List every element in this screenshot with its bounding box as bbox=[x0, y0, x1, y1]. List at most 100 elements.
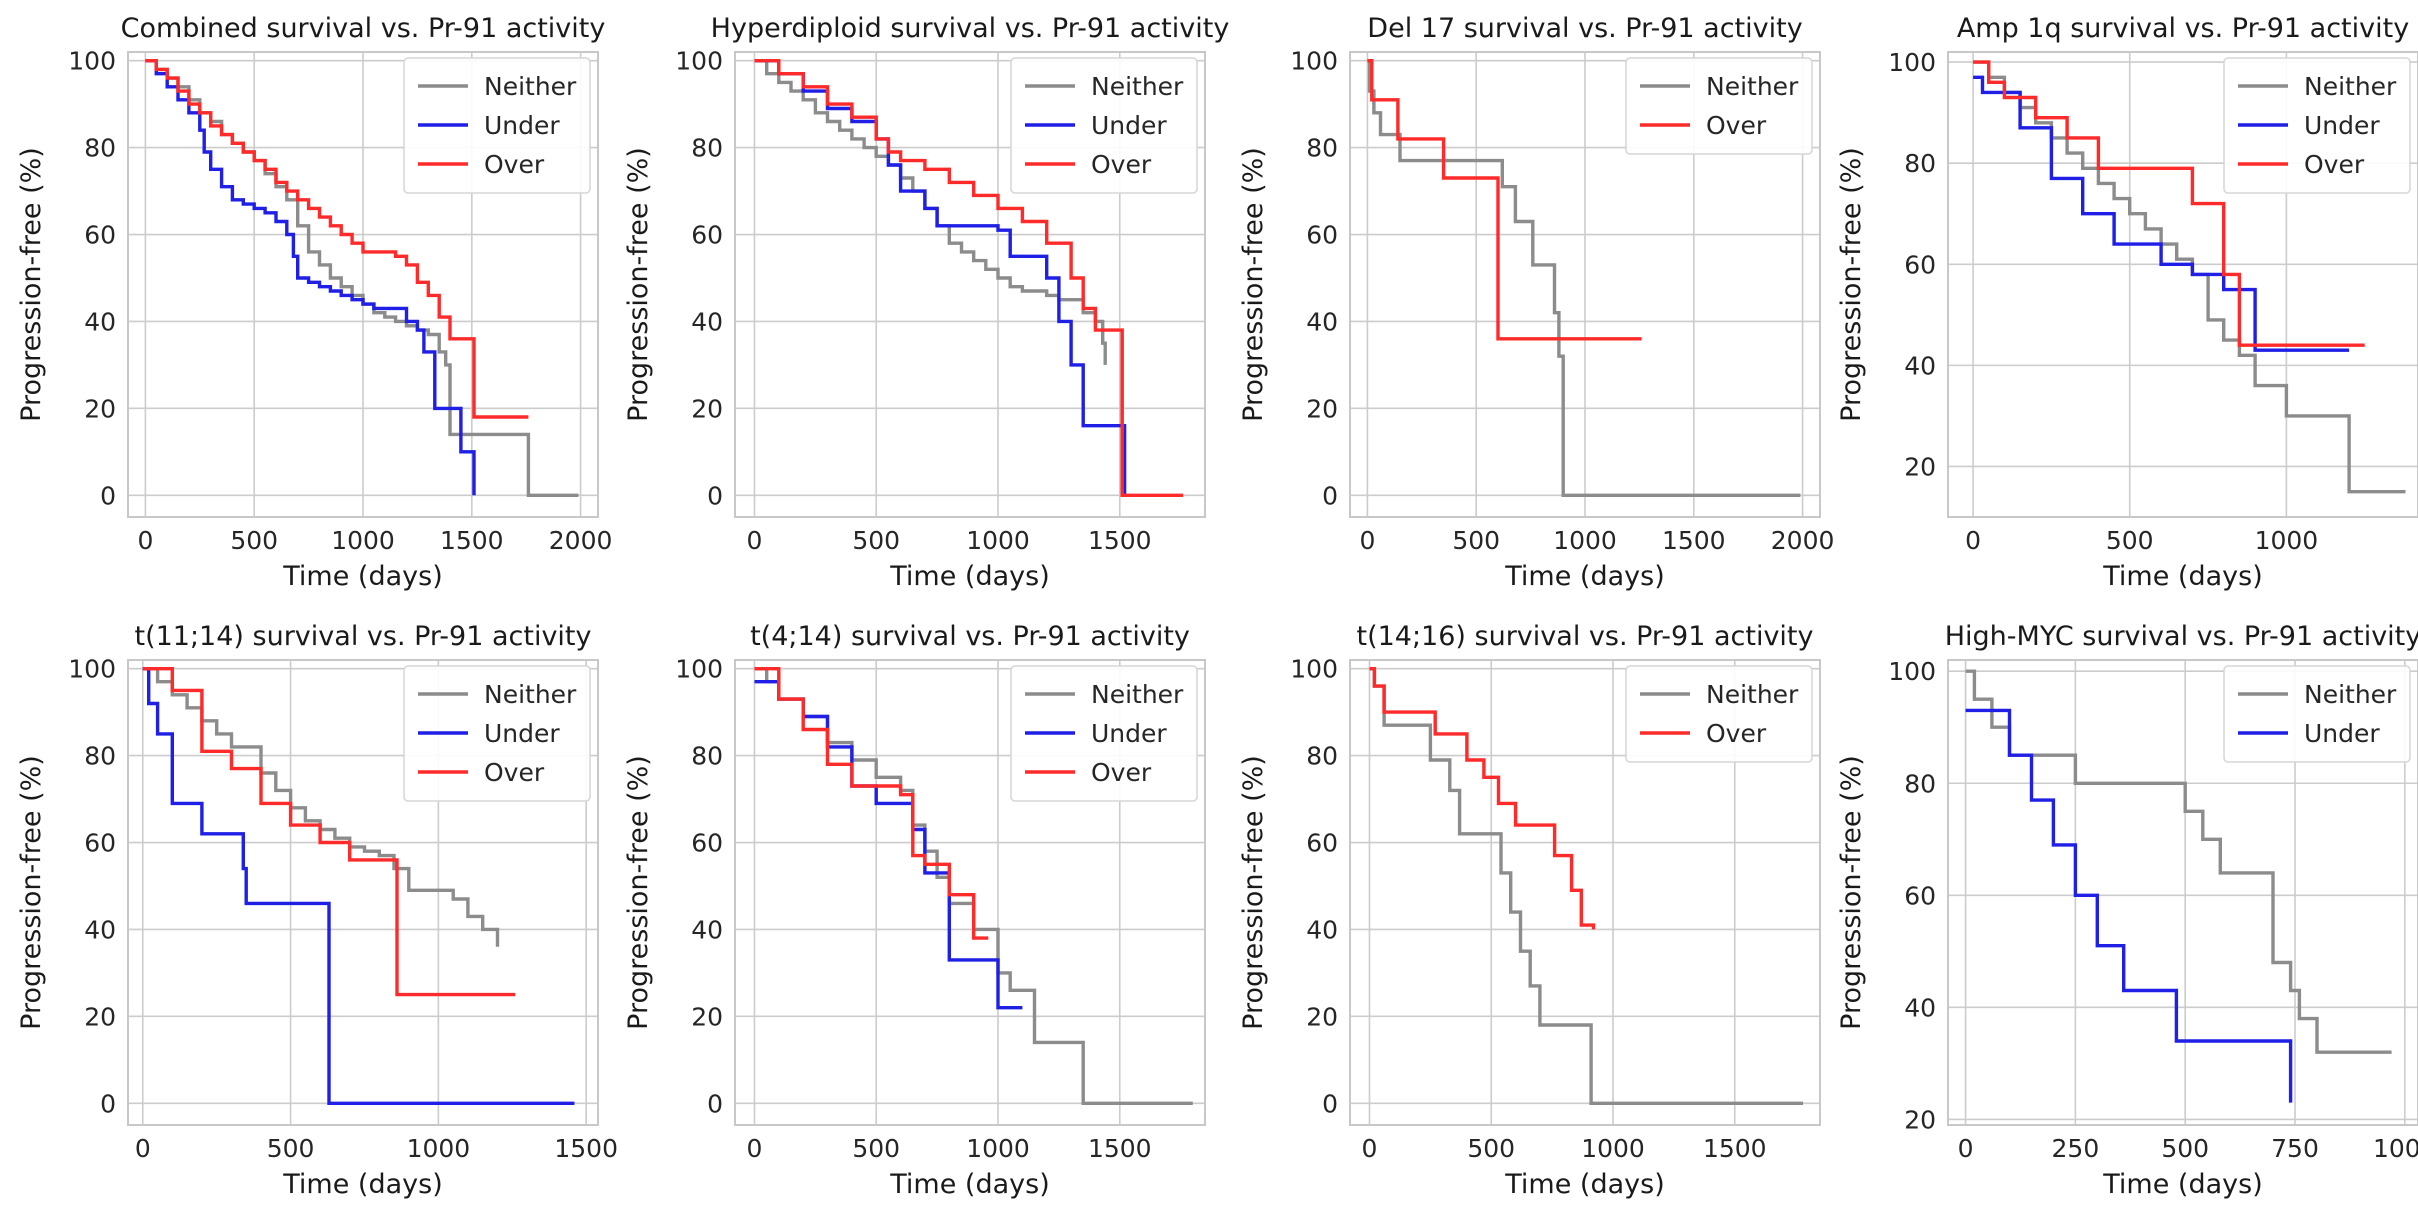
legend-box bbox=[1010, 665, 1198, 802]
plot-frame bbox=[1349, 51, 1821, 518]
y-tick-label: 80 bbox=[1306, 742, 1338, 771]
legend-label-over: Over bbox=[1091, 150, 1152, 179]
x-tick-label: 0 bbox=[137, 526, 153, 555]
chart-amp1q: 0 500 1000 20 40 60 80 100 Amp 1q survival vs. P… bbox=[1836, 13, 2418, 592]
y-tick-label: 20 bbox=[691, 1002, 723, 1031]
x-tick-label: 0 bbox=[135, 1134, 151, 1163]
y-tick-label: 100 bbox=[1290, 655, 1338, 684]
y-tick-label: 80 bbox=[691, 742, 723, 771]
x-tick-label: 1000 bbox=[1553, 526, 1617, 555]
y-tick-label: 40 bbox=[84, 307, 116, 336]
y-tick-label: 80 bbox=[1904, 769, 1936, 798]
legend-label-under: Under bbox=[484, 111, 560, 140]
series-line-over bbox=[754, 59, 1184, 497]
x-tick-label: 1000 bbox=[1581, 1134, 1645, 1163]
y-tick-label: 20 bbox=[1306, 1002, 1338, 1031]
y-tick-label: 60 bbox=[84, 221, 116, 250]
chart-title: Del 17 survival vs. Pr-91 activity bbox=[1367, 13, 1802, 44]
x-axis-label: Time (days) bbox=[889, 561, 1049, 592]
legend-label-over: Over bbox=[1706, 719, 1767, 748]
chart-title: t(4;14) survival vs. Pr-91 activity bbox=[750, 621, 1190, 652]
x-axis-label: Time (days) bbox=[2102, 561, 2262, 592]
legend-label-over: Over bbox=[484, 150, 545, 179]
y-tick-label: 20 bbox=[84, 394, 116, 423]
legend-label-neither: Neither bbox=[2304, 72, 2397, 101]
chart-title: Combined survival vs. Pr-91 activity bbox=[121, 13, 606, 44]
x-tick-label: 0 bbox=[747, 1134, 763, 1163]
y-tick-label: 100 bbox=[68, 47, 116, 76]
legend-label-neither: Neither bbox=[1091, 680, 1184, 709]
x-tick-label: 0 bbox=[1362, 1134, 1378, 1163]
plot-frame bbox=[1947, 51, 2418, 518]
series-line-over bbox=[142, 667, 516, 997]
plot-frame bbox=[1349, 659, 1821, 1126]
legend-label-over: Over bbox=[2304, 150, 2365, 179]
legend-label-over: Over bbox=[1706, 111, 1767, 140]
x-axis-label: Time (days) bbox=[1504, 561, 1664, 592]
legend-label-neither: Neither bbox=[2304, 680, 2397, 709]
legend-box bbox=[403, 665, 591, 802]
chart-hyperdiploid: 0 500 1000 1500 0 20 40 60 80 100 Hyperdiploid sur… bbox=[623, 13, 1229, 592]
x-tick-label: 1000 bbox=[331, 526, 395, 555]
y-tick-label: 0 bbox=[100, 481, 116, 510]
series-line-neither bbox=[1965, 669, 2392, 1054]
y-tick-label: 40 bbox=[1904, 993, 1936, 1022]
y-tick-label: 100 bbox=[675, 655, 723, 684]
y-axis-label: Progression-free (%) bbox=[623, 755, 654, 1030]
y-tick-label: 100 bbox=[1888, 657, 1936, 686]
legend-box bbox=[2223, 57, 2411, 194]
legend-label-under: Under bbox=[1091, 719, 1167, 748]
y-tick-label: 80 bbox=[1904, 149, 1936, 178]
x-tick-label: 2000 bbox=[549, 526, 613, 555]
y-tick-label: 40 bbox=[1306, 915, 1338, 944]
x-tick-label: 500 bbox=[852, 526, 900, 555]
x-tick-label: 500 bbox=[230, 526, 278, 555]
x-tick-label: 1500 bbox=[1088, 526, 1152, 555]
y-tick-label: 20 bbox=[1306, 394, 1338, 423]
legend-label-neither: Neither bbox=[1706, 72, 1799, 101]
legend-label-under: Under bbox=[484, 719, 560, 748]
y-tick-label: 20 bbox=[1904, 1105, 1936, 1134]
series-line-under bbox=[1965, 708, 2293, 1103]
y-axis-label: Progression-free (%) bbox=[1238, 147, 1269, 422]
series-line-neither bbox=[1367, 59, 1801, 497]
x-axis-label: Time (days) bbox=[1504, 1169, 1664, 1200]
chart-high-myc: 0 250 500 750 1000 20 40 60 80 100 High-MYC surviv… bbox=[1836, 621, 2418, 1200]
legend-box bbox=[1625, 665, 1813, 763]
x-tick-label: 500 bbox=[2161, 1134, 2209, 1163]
series-line-under bbox=[145, 59, 476, 496]
x-tick-label: 0 bbox=[1958, 1134, 1974, 1163]
series-line-under bbox=[142, 667, 575, 1105]
x-tick-label: 1000 bbox=[2373, 1134, 2418, 1163]
series-line-over bbox=[1367, 59, 1642, 341]
x-tick-label: 750 bbox=[2271, 1134, 2319, 1163]
y-tick-label: 60 bbox=[84, 829, 116, 858]
plot-frame bbox=[127, 659, 599, 1126]
plot-frame bbox=[1947, 659, 2418, 1126]
y-tick-label: 60 bbox=[1306, 829, 1338, 858]
plot-frame bbox=[127, 51, 599, 518]
legend-box bbox=[2223, 665, 2411, 763]
x-tick-label: 500 bbox=[2106, 526, 2154, 555]
x-tick-label: 1000 bbox=[966, 526, 1030, 555]
y-tick-label: 40 bbox=[691, 307, 723, 336]
x-tick-label: 0 bbox=[1359, 526, 1375, 555]
x-tick-label: 1000 bbox=[966, 1134, 1030, 1163]
x-tick-label: 1500 bbox=[1662, 526, 1726, 555]
y-tick-label: 80 bbox=[1306, 134, 1338, 163]
legend-label-neither: Neither bbox=[1706, 680, 1799, 709]
series-line-over bbox=[1973, 60, 2365, 347]
chart-t14-16: 0 500 1000 1500 0 20 40 60 80 100 t(14;16) surviva… bbox=[1238, 621, 1821, 1200]
plot-frame bbox=[734, 659, 1206, 1126]
y-tick-label: 20 bbox=[1904, 452, 1936, 481]
y-axis-label: Progression-free (%) bbox=[16, 147, 47, 422]
y-tick-label: 20 bbox=[691, 394, 723, 423]
y-tick-label: 40 bbox=[691, 915, 723, 944]
legend-label-neither: Neither bbox=[1091, 72, 1184, 101]
x-tick-label: 1500 bbox=[554, 1134, 618, 1163]
y-tick-label: 0 bbox=[1322, 1089, 1338, 1118]
chart-title: t(11;14) survival vs. Pr-91 activity bbox=[134, 621, 591, 652]
y-axis-label: Progression-free (%) bbox=[1836, 755, 1867, 1030]
series-line-over bbox=[145, 59, 529, 419]
